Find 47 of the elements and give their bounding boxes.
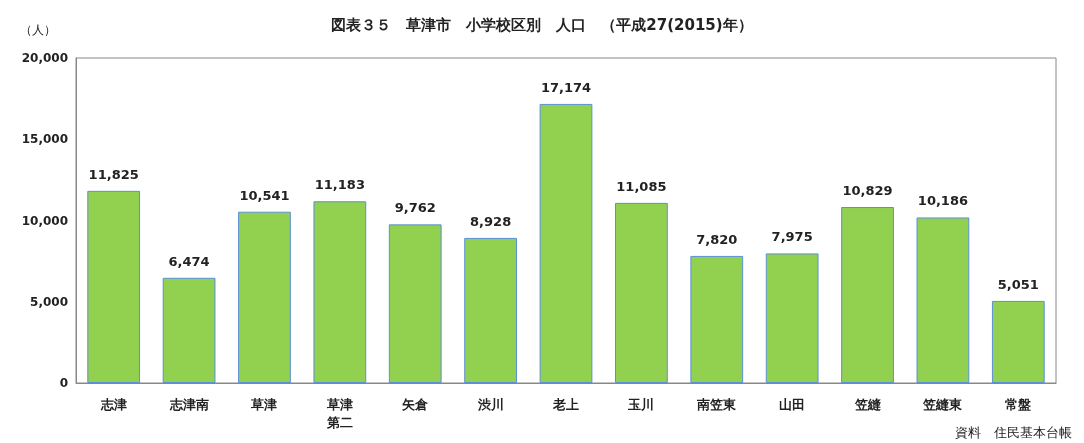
data-label: 11,825 xyxy=(88,166,139,182)
x-tick-label: 山田 xyxy=(779,396,806,412)
bar xyxy=(841,207,894,383)
data-label: 10,186 xyxy=(917,193,969,209)
bar xyxy=(464,237,517,383)
x-tick-label: 老上 xyxy=(552,396,579,412)
bar xyxy=(313,201,367,383)
bar xyxy=(87,190,141,383)
y-tick-label: 10,000 xyxy=(21,213,68,228)
data-label: 17,174 xyxy=(540,79,592,95)
x-tick-label: 渋川 xyxy=(476,396,504,412)
chart-title: 図表３５ 草津市 小学校区別 人口 （平成27(2015)年） xyxy=(331,15,753,34)
text: 資料 住民基本台帳 xyxy=(955,425,1072,440)
y-axis-title: （人） xyxy=(20,23,56,37)
bar xyxy=(615,202,668,383)
x-tick-label: 志津 xyxy=(99,396,127,412)
x-tick-label: 笠縫 xyxy=(853,396,882,412)
data-label: 11,183 xyxy=(314,177,365,193)
bar xyxy=(238,211,291,383)
bar xyxy=(539,103,593,383)
x-tick-label: 笠縫東 xyxy=(922,396,964,412)
data-label: 7,975 xyxy=(771,229,813,245)
data-label: 11,085 xyxy=(616,178,667,194)
data-label: 5,051 xyxy=(997,276,1039,292)
bar xyxy=(162,277,216,383)
y-tick-label: 15,000 xyxy=(21,132,68,147)
bar xyxy=(388,224,442,383)
x-tick-label: 草津第二 xyxy=(325,396,353,430)
data-label: 8,928 xyxy=(470,213,512,229)
x-tick-label: 矢倉 xyxy=(401,396,430,412)
bar xyxy=(991,300,1045,383)
y-tick-label: 20,000 xyxy=(21,51,68,65)
x-tick-label: 玉川 xyxy=(627,396,655,412)
data-label: 9,762 xyxy=(394,200,436,216)
bar xyxy=(765,253,819,383)
x-tick-label: 草津 xyxy=(250,396,278,412)
data-label: 10,541 xyxy=(239,187,290,203)
data-label: 6,474 xyxy=(168,253,210,269)
data-label: 7,820 xyxy=(696,231,738,247)
y-tick-label: 5,000 xyxy=(30,294,68,309)
bar xyxy=(916,217,970,383)
x-tick-label: 南笠東 xyxy=(696,396,738,412)
x-tick-label: 常盤 xyxy=(1005,396,1032,412)
y-tick-label: 0 xyxy=(59,376,68,390)
data-label: 10,829 xyxy=(842,183,893,199)
x-tick-label: 志津南 xyxy=(168,396,209,412)
bar xyxy=(690,255,744,383)
